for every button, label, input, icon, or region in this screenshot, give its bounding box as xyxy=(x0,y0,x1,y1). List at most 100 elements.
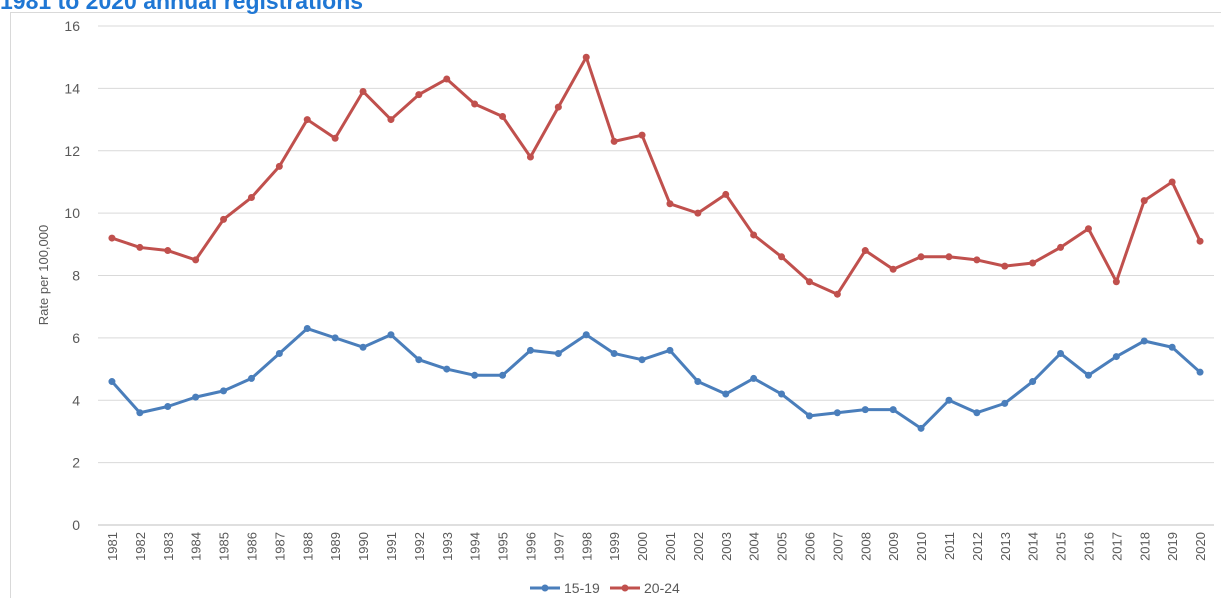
point xyxy=(1112,278,1120,286)
x-tick-label: 2003 xyxy=(719,532,734,561)
point xyxy=(750,231,758,239)
x-tick-label: 1991 xyxy=(384,532,399,561)
point xyxy=(1001,262,1009,270)
x-tick-label: 2014 xyxy=(1026,532,1041,561)
point xyxy=(722,390,730,398)
point xyxy=(247,194,255,202)
point xyxy=(443,365,451,373)
point xyxy=(750,374,758,382)
point xyxy=(526,346,534,354)
point xyxy=(666,200,674,208)
point xyxy=(303,325,311,333)
x-tick-label: 2011 xyxy=(942,532,957,560)
x-tick-label: 1998 xyxy=(579,532,594,561)
x-tick-label: 2018 xyxy=(1137,532,1152,561)
x-tick-label: 1984 xyxy=(189,532,204,561)
point xyxy=(805,412,813,420)
point xyxy=(582,331,590,339)
y-tick-label: 12 xyxy=(64,143,80,159)
point xyxy=(638,131,646,139)
y-tick-label: 0 xyxy=(72,517,80,533)
point xyxy=(554,103,562,111)
point xyxy=(1196,368,1204,376)
point xyxy=(108,234,116,242)
x-tick-label: 1988 xyxy=(300,532,315,561)
point xyxy=(303,116,311,124)
point xyxy=(1196,237,1204,245)
point xyxy=(582,53,590,61)
point xyxy=(861,406,869,414)
series-line xyxy=(111,55,1202,296)
y-tick-label: 10 xyxy=(64,205,80,221)
point xyxy=(778,390,786,398)
point xyxy=(220,215,228,223)
point xyxy=(387,116,395,124)
point xyxy=(917,424,925,432)
x-tick-label: 2009 xyxy=(886,532,901,561)
x-tick-label: 1985 xyxy=(217,532,232,561)
point xyxy=(1057,349,1065,357)
y-tick-label: 14 xyxy=(64,80,80,96)
point xyxy=(275,349,283,357)
legend-marker xyxy=(541,584,549,592)
x-tick-label: 2010 xyxy=(914,532,929,561)
x-tick-label: 1982 xyxy=(133,532,148,561)
x-tick-label: 1996 xyxy=(523,532,538,561)
point xyxy=(164,247,172,255)
point xyxy=(554,349,562,357)
point xyxy=(1168,178,1176,186)
point xyxy=(778,253,786,261)
x-tick-label: 2005 xyxy=(775,532,790,561)
point xyxy=(1168,343,1176,351)
point xyxy=(610,137,618,145)
point xyxy=(136,409,144,417)
point xyxy=(471,371,479,379)
point xyxy=(861,247,869,255)
x-tick-label: 2019 xyxy=(1165,532,1180,561)
point xyxy=(973,409,981,417)
legend-label: 15-19 xyxy=(564,580,600,596)
point xyxy=(499,112,507,120)
legend-marker xyxy=(621,584,629,592)
point xyxy=(275,162,283,170)
x-tick-label: 1981 xyxy=(105,532,120,561)
x-tick-label: 2002 xyxy=(691,532,706,561)
y-tick-label: 4 xyxy=(72,392,80,408)
point xyxy=(1112,353,1120,361)
point xyxy=(1140,197,1148,205)
point xyxy=(1029,259,1037,267)
point xyxy=(359,87,367,95)
point xyxy=(1140,337,1148,345)
series-line xyxy=(110,327,1202,430)
x-tick-label: 2015 xyxy=(1054,532,1069,561)
point xyxy=(136,243,144,251)
x-tick-label: 1986 xyxy=(244,532,259,561)
point xyxy=(526,153,534,161)
x-tick-label: 2020 xyxy=(1193,532,1208,561)
x-tick-label: 1994 xyxy=(468,532,483,561)
point xyxy=(1001,399,1009,407)
x-tick-label: 1987 xyxy=(272,532,287,561)
point xyxy=(694,209,702,217)
point xyxy=(415,91,423,99)
y-tick-label: 16 xyxy=(64,18,80,34)
point xyxy=(192,393,200,401)
point xyxy=(164,402,172,410)
legend-label: 20-24 xyxy=(644,580,680,596)
point xyxy=(945,396,953,404)
point xyxy=(610,349,618,357)
point xyxy=(331,134,339,142)
x-tick-label: 2008 xyxy=(858,532,873,561)
x-tick-label: 2001 xyxy=(663,532,678,561)
point xyxy=(694,378,702,386)
x-tick-label: 1999 xyxy=(607,532,622,561)
x-tick-label: 1993 xyxy=(440,532,455,561)
x-tick-label: 2004 xyxy=(747,532,762,561)
y-axis-label: Rate per 100,000 xyxy=(36,225,51,325)
x-tick-label: 2013 xyxy=(998,532,1013,561)
x-tick-label: 2007 xyxy=(830,532,845,561)
point xyxy=(1029,378,1037,386)
point xyxy=(220,387,228,395)
point xyxy=(722,190,730,198)
